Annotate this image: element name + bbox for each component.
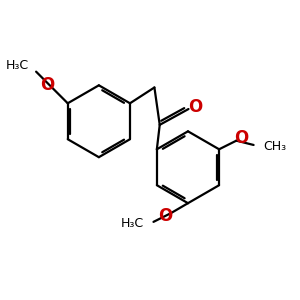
Text: H₃C: H₃C bbox=[120, 217, 143, 230]
Text: O: O bbox=[40, 76, 55, 94]
Text: O: O bbox=[158, 207, 173, 225]
Text: H₃C: H₃C bbox=[6, 59, 29, 72]
Text: O: O bbox=[234, 129, 249, 147]
Text: CH₃: CH₃ bbox=[264, 140, 287, 153]
Text: O: O bbox=[188, 98, 202, 116]
